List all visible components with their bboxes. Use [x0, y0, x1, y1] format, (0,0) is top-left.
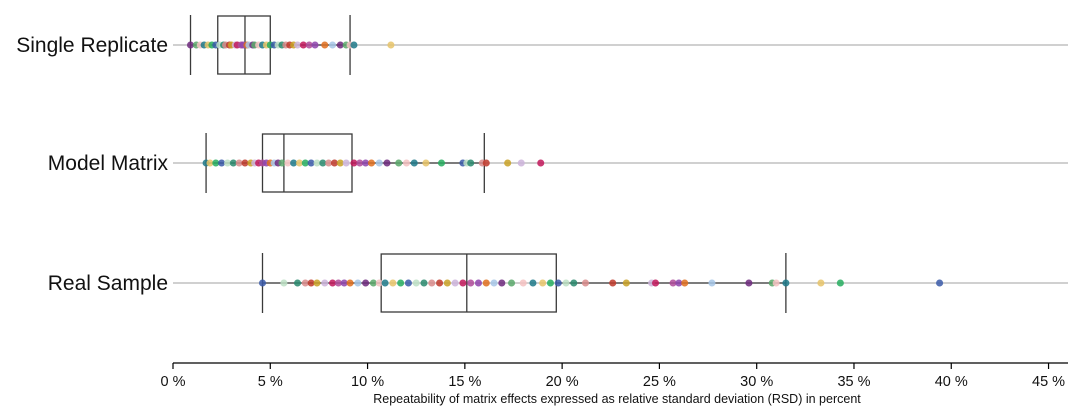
data-point — [389, 279, 397, 287]
data-point — [562, 279, 570, 287]
data-point — [280, 279, 288, 287]
data-point — [350, 41, 358, 49]
data-point — [504, 159, 512, 167]
data-point — [404, 279, 413, 287]
data-point — [381, 279, 389, 287]
data-point — [362, 279, 370, 287]
data-point — [681, 279, 689, 287]
data-point — [935, 279, 944, 287]
data-point — [490, 279, 498, 287]
data-point — [507, 279, 516, 287]
data-point — [609, 279, 617, 287]
data-point — [546, 279, 555, 287]
data-point — [321, 279, 329, 287]
x-tick-label: 45 % — [1032, 374, 1065, 390]
x-tick-label: 35 % — [837, 374, 870, 390]
data-point — [367, 159, 376, 167]
data-point — [397, 279, 405, 287]
data-point — [517, 159, 525, 167]
category-label: Model Matrix — [48, 152, 169, 175]
x-tick-label: 30 % — [740, 374, 773, 390]
data-point — [412, 279, 420, 287]
data-point — [519, 279, 527, 287]
data-point — [313, 279, 321, 287]
data-point — [836, 279, 844, 287]
data-point — [498, 279, 506, 287]
category-label: Single Replicate — [16, 34, 168, 57]
data-point — [451, 279, 459, 287]
x-tick-label: 0 % — [161, 374, 186, 390]
data-point — [651, 279, 660, 287]
data-point — [539, 279, 547, 287]
data-point — [772, 279, 780, 287]
data-point — [467, 159, 475, 167]
data-point — [342, 159, 350, 167]
data-point — [410, 159, 418, 167]
data-point — [554, 279, 562, 287]
category-labels: Single Replicate Model Matrix Real Sample — [16, 34, 168, 295]
x-tick-label: 10 % — [351, 374, 384, 390]
data-point — [428, 279, 436, 287]
data-point — [437, 159, 446, 167]
data-points — [186, 41, 944, 287]
data-point — [311, 41, 319, 49]
data-point — [293, 279, 302, 287]
data-point — [402, 159, 411, 167]
data-point — [346, 279, 354, 287]
data-point — [537, 159, 545, 167]
data-point — [459, 279, 467, 287]
x-tick-label: 5 % — [258, 374, 283, 390]
data-point — [395, 159, 403, 167]
data-point — [817, 279, 825, 287]
x-tick-label: 25 % — [643, 374, 676, 390]
data-point — [354, 279, 362, 287]
data-point — [745, 279, 753, 287]
data-point — [581, 279, 590, 287]
data-point — [383, 159, 391, 167]
x-axis-title: Repeatability of matrix effects expresse… — [373, 392, 861, 406]
data-point — [782, 279, 790, 287]
data-point — [467, 279, 475, 287]
data-point — [529, 279, 537, 287]
x-axis: 0 % 5 % 10 % 15 % 20 % 25 % 30 % 35 % 40 % 45 % — [161, 362, 1068, 390]
data-point — [375, 159, 383, 167]
data-point — [387, 41, 395, 49]
data-point — [328, 41, 337, 49]
data-point — [482, 159, 490, 167]
data-point — [474, 279, 483, 287]
data-point — [321, 41, 329, 49]
data-point — [435, 279, 444, 287]
data-point — [420, 279, 428, 287]
data-point — [422, 159, 430, 167]
x-tick-label: 15 % — [448, 374, 481, 390]
data-point — [443, 279, 451, 287]
x-tick-label: 20 % — [546, 374, 579, 390]
x-tick-label: 40 % — [935, 374, 968, 390]
data-point — [622, 279, 630, 287]
data-point — [570, 279, 578, 287]
category-label: Real Sample — [48, 272, 168, 295]
data-point — [482, 279, 490, 287]
data-point — [708, 279, 716, 287]
data-point — [258, 279, 267, 287]
